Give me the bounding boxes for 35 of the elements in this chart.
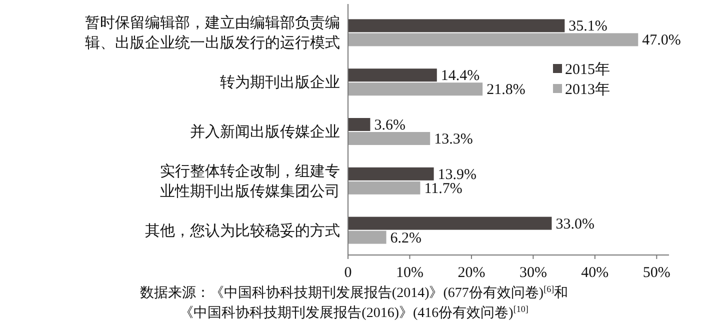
x-tick-label: 30% bbox=[519, 265, 547, 281]
bar bbox=[348, 181, 420, 194]
x-tick-label: 20% bbox=[458, 265, 486, 281]
bar bbox=[348, 167, 434, 180]
data-label: 13.9% bbox=[438, 166, 477, 183]
bar bbox=[348, 19, 565, 32]
y-tick-label: 转为期刊出版企业 bbox=[220, 74, 340, 92]
x-tick-label: 10% bbox=[396, 265, 424, 281]
data-label: 6.2% bbox=[390, 230, 422, 246]
source-note: 数据来源：《中国科协科技期刊发展报告(2014)》(677份有效问卷)$^{[6]}$和 bbox=[138, 284, 570, 303]
data-label: 14.4% bbox=[440, 68, 480, 84]
data-label: 35.1% bbox=[568, 18, 608, 35]
bar bbox=[348, 118, 370, 131]
legend-label: 2015年 bbox=[565, 61, 610, 78]
legend-label: 2013年 bbox=[565, 81, 610, 98]
bar bbox=[348, 68, 437, 82]
data-label: 21.8% bbox=[486, 82, 526, 98]
bar bbox=[348, 132, 430, 145]
data-label: 11.7% bbox=[424, 180, 462, 197]
text: 《中国科协科技期刊发展报告(2016)》(416份有效问卷)$^{[10]}$ bbox=[178, 304, 530, 323]
data-label: 33.0% bbox=[556, 216, 594, 232]
x-tick-label: 40% bbox=[581, 265, 609, 281]
bar bbox=[348, 216, 552, 230]
data-label: 3.6% bbox=[374, 118, 406, 134]
y-tick-label: 其他，您认为比较稳妥的方式 bbox=[145, 222, 340, 240]
bar bbox=[348, 230, 386, 244]
data-label: 47.0% bbox=[642, 32, 681, 49]
y-tick-label: 实行整体转企改制，组建专业性期刊出版传媒集团公司 bbox=[160, 162, 340, 200]
bar bbox=[348, 82, 483, 96]
x-tick-label: 50% bbox=[642, 265, 670, 281]
y-tick-label: 暂时保留编辑部，建立由编辑部负责编辑、出版企业统一出版发行的运行模式 bbox=[85, 14, 340, 52]
data-label: 13.3% bbox=[434, 132, 473, 148]
y-tick-label: 并入新闻出版传媒企业 bbox=[190, 124, 340, 140]
bar bbox=[348, 33, 638, 46]
x-tick-label: 0 bbox=[344, 265, 352, 281]
